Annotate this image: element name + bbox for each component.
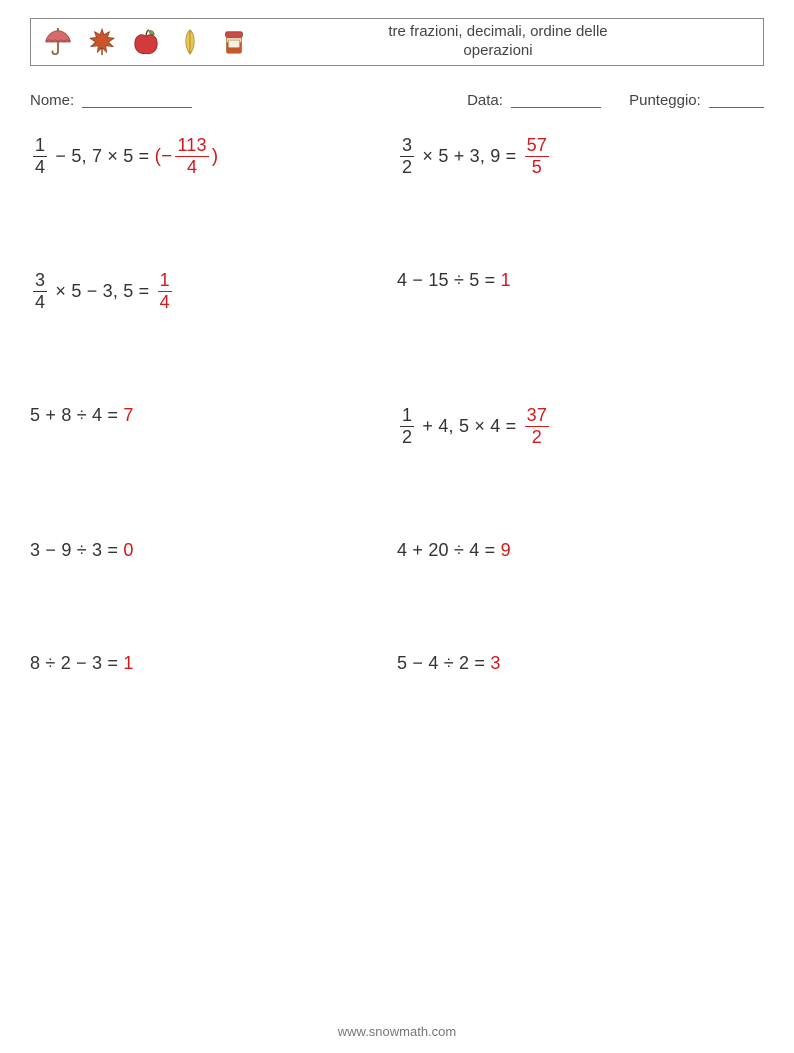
problem-cell: 5 − 4 ÷ 2 = 3 [397, 653, 764, 674]
fraction-numerator: 1 [400, 405, 414, 426]
fraction: 3 2 [400, 135, 414, 178]
problem-row: 3 4 × 5 − 3, 5 = 1 4 4 − 15 ÷ 5 = 1 [30, 270, 764, 313]
problem-cell: 8 ÷ 2 − 3 = 1 [30, 653, 397, 674]
expression-text: 4 + 20 ÷ 4 = [397, 540, 501, 561]
expression: 4 − 15 ÷ 5 = 1 [397, 270, 764, 291]
expression: 8 ÷ 2 − 3 = 1 [30, 653, 397, 674]
answer-fraction: 113 4 [175, 135, 208, 178]
answer: 9 [501, 540, 511, 561]
date-blank[interactable] [511, 93, 601, 108]
name-field: Nome: [30, 90, 467, 109]
apple-icon [131, 27, 161, 57]
problem-cell: 1 2 + 4, 5 × 4 = 37 2 [397, 405, 764, 448]
title-line-1: tre frazioni, decimali, ordine delle [388, 23, 607, 40]
expression-text: × 5 − 3, 5 = [50, 281, 154, 302]
name-blank[interactable] [82, 93, 192, 108]
fraction-numerator: 3 [400, 135, 414, 156]
expression: 3 4 × 5 − 3, 5 = 1 4 [30, 270, 397, 313]
expression-text: 3 − 9 ÷ 3 = [30, 540, 123, 561]
header-bar: tre frazioni, decimali, ordine delle ope… [30, 18, 764, 66]
score-label: Punteggio: [629, 92, 701, 109]
answer-fraction: 57 5 [525, 135, 549, 178]
score-blank[interactable] [709, 93, 764, 108]
problem-cell: 4 + 20 ÷ 4 = 9 [397, 540, 764, 561]
answer: (− 113 4 ) [155, 135, 219, 178]
expression-text: 4 − 15 ÷ 5 = [397, 270, 501, 291]
footer: www.snowmath.com [0, 1024, 794, 1039]
expression-text: × 5 + 3, 9 = [417, 146, 521, 167]
fraction-denominator: 4 [185, 157, 199, 178]
paren-close: ) [212, 146, 219, 168]
answer: 0 [123, 540, 133, 561]
paren-open: (− [155, 146, 173, 168]
fraction: 1 2 [400, 405, 414, 448]
problem-row: 3 − 9 ÷ 3 = 0 4 + 20 ÷ 4 = 9 [30, 540, 764, 561]
umbrella-icon [43, 27, 73, 57]
problem-row: 8 ÷ 2 − 3 = 1 5 − 4 ÷ 2 = 3 [30, 653, 764, 674]
problem-cell: 1 4 − 5, 7 × 5 = (− 113 4 ) [30, 135, 397, 178]
problem-cell: 3 − 9 ÷ 3 = 0 [30, 540, 397, 561]
answer-fraction: 37 2 [525, 405, 549, 448]
header-icon-strip [39, 27, 249, 57]
footer-text: www.snowmath.com [338, 1024, 456, 1039]
fraction-denominator: 4 [33, 292, 47, 313]
fraction-numerator: 37 [525, 405, 549, 426]
expression-text: − 5, 7 × 5 = [50, 146, 154, 167]
expression-text: + 4, 5 × 4 = [417, 416, 521, 437]
fraction-numerator: 1 [33, 135, 47, 156]
expression: 5 + 8 ÷ 4 = 7 [30, 405, 397, 426]
meta-row: Nome: Data: Punteggio: [30, 90, 764, 109]
score-field: Punteggio: [629, 90, 764, 109]
fraction: 3 4 [33, 270, 47, 313]
name-label: Nome: [30, 92, 74, 109]
problem-cell: 3 2 × 5 + 3, 9 = 57 5 [397, 135, 764, 178]
problems-grid: 1 4 − 5, 7 × 5 = (− 113 4 ) [30, 135, 764, 674]
expression-text: 8 ÷ 2 − 3 = [30, 653, 123, 674]
fraction: 1 4 [33, 135, 47, 178]
answer: 7 [123, 405, 133, 426]
expression: 5 − 4 ÷ 2 = 3 [397, 653, 764, 674]
problem-cell: 3 4 × 5 − 3, 5 = 1 4 [30, 270, 397, 313]
fraction-denominator: 2 [400, 427, 414, 448]
answer: 3 [490, 653, 500, 674]
title-line-2: operazioni [249, 42, 747, 61]
fraction-denominator: 5 [530, 157, 544, 178]
problem-row: 5 + 8 ÷ 4 = 7 1 2 + 4, 5 × 4 = 37 2 [30, 405, 764, 448]
leaf-icon [175, 27, 205, 57]
problem-cell: 4 − 15 ÷ 5 = 1 [397, 270, 764, 313]
fraction-numerator: 113 [175, 135, 208, 156]
worksheet-page: tre frazioni, decimali, ordine delle ope… [0, 0, 794, 1053]
fraction-denominator: 2 [530, 427, 544, 448]
expression: 1 4 − 5, 7 × 5 = (− 113 4 ) [30, 135, 397, 178]
maple-leaf-icon [87, 27, 117, 57]
date-field: Data: [467, 90, 601, 109]
fraction-denominator: 4 [158, 292, 172, 313]
answer-fraction: 1 4 [158, 270, 172, 313]
expression-text: 5 − 4 ÷ 2 = [397, 653, 490, 674]
fraction-numerator: 3 [33, 270, 47, 291]
expression: 3 2 × 5 + 3, 9 = 57 5 [397, 135, 764, 178]
date-label: Data: [467, 92, 503, 109]
jam-jar-icon [219, 27, 249, 57]
answer: 1 [501, 270, 511, 291]
fraction-numerator: 1 [158, 270, 172, 291]
expression: 1 2 + 4, 5 × 4 = 37 2 [397, 405, 764, 448]
worksheet-title: tre frazioni, decimali, ordine delle ope… [249, 23, 755, 61]
answer: 1 [123, 653, 133, 674]
problem-cell: 5 + 8 ÷ 4 = 7 [30, 405, 397, 448]
fraction-denominator: 4 [33, 157, 47, 178]
fraction-denominator: 2 [400, 157, 414, 178]
expression-text: 5 + 8 ÷ 4 = [30, 405, 123, 426]
problem-row: 1 4 − 5, 7 × 5 = (− 113 4 ) [30, 135, 764, 178]
fraction-numerator: 57 [525, 135, 549, 156]
expression: 4 + 20 ÷ 4 = 9 [397, 540, 764, 561]
expression: 3 − 9 ÷ 3 = 0 [30, 540, 397, 561]
